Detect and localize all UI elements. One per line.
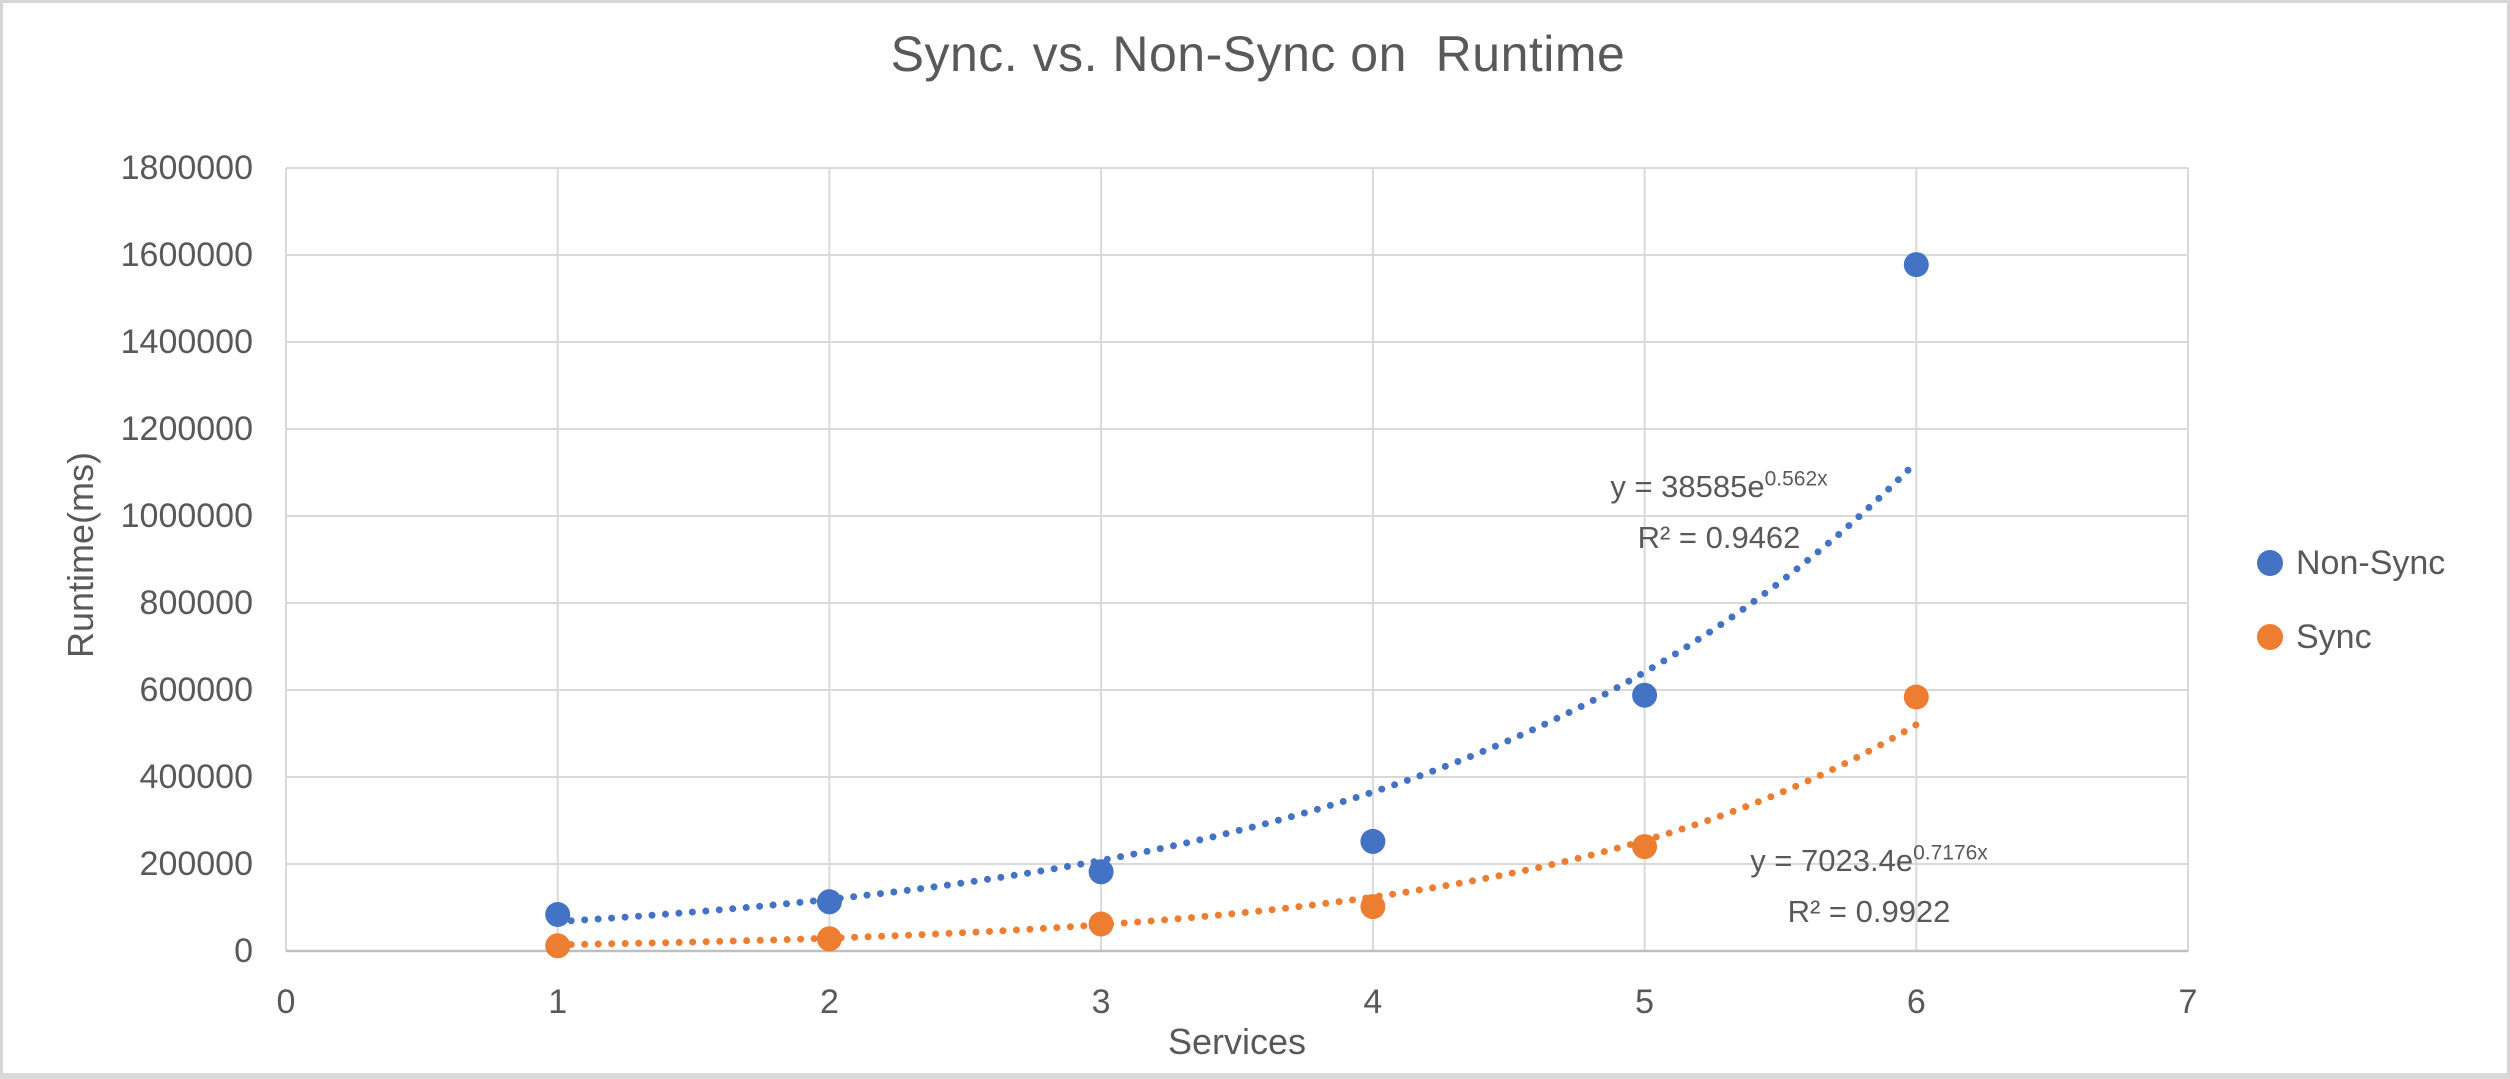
legend-item-sync[interactable]: Sync [2257,613,2445,661]
data-point-sync [1903,684,1929,710]
trendline-r2-sync: R² = 0.9922 [1787,894,1951,929]
x-tick-label: 2 [819,983,839,1021]
x-tick-label: 3 [1091,983,1111,1021]
y-tick-label: 600000 [139,671,253,709]
chart-title: Sync. vs. Non-Sync on Runtime [890,26,1626,82]
data-point-sync [1632,834,1658,860]
data-point-sync [1088,911,1114,937]
trendline-exponent-non-sync: 0.562x [1764,467,1828,491]
data-point-sync [545,933,571,959]
data-point-sync [816,926,842,952]
data-point-non-sync [1088,859,1114,885]
y-tick-label: 800000 [139,584,253,622]
x-tick-label: 6 [1906,983,1926,1021]
x-tick-label: 5 [1635,983,1655,1021]
legend-label-non-sync: Non-Sync [2296,543,2446,582]
data-point-non-sync [545,902,571,927]
legend-label-sync: Sync [2296,617,2372,656]
y-tick-label: 0 [234,932,253,970]
y-tick-label: 200000 [139,845,253,883]
plot-area [285,167,2189,959]
y-tick-label: 1400000 [120,323,253,361]
legend: Non-Sync Sync [2257,539,2445,661]
y-tick-label: 400000 [139,758,253,796]
trendline-equation-sync: y = 7023.4e0.7176x R² = 0.9922 [1750,835,1988,937]
y-axis-title: Runtime(ms) [60,451,101,659]
data-point-non-sync [1632,682,1658,708]
x-tick-label: 7 [2178,983,2198,1021]
data-point-non-sync [1360,828,1386,854]
y-tick-label: 1200000 [120,410,253,448]
y-tick-label: 1600000 [120,236,253,274]
trendline-equation-non-sync-formula: y = 38585e0.562x [1610,467,1828,504]
trendline-r2-non-sync: R² = 0.9462 [1637,520,1801,555]
x-axis-title: Services [1167,1021,1307,1062]
y-tick-label: 1800000 [120,149,253,187]
x-tick-label: 0 [276,983,296,1021]
trendline-exponent-sync: 0.7176x [1913,841,1988,865]
legend-marker-non-sync-icon [2257,550,2283,576]
data-point-non-sync [1903,252,1929,278]
trendline-equation-sync-formula: y = 7023.4e0.7176x [1750,841,1988,878]
trendline-equation-non-sync: y = 38585e0.562x R² = 0.9462 [1610,461,1827,563]
legend-item-non-sync[interactable]: Non-Sync [2257,539,2445,587]
trendline-non-sync [554,458,1920,926]
y-tick-label: 1000000 [120,497,253,535]
data-point-sync [1360,894,1386,920]
x-tick-label: 4 [1363,983,1383,1021]
data-point-non-sync [816,889,842,915]
x-tick-label: 1 [548,983,568,1021]
trendline-sync [554,721,1920,949]
legend-marker-sync-icon [2257,624,2283,650]
